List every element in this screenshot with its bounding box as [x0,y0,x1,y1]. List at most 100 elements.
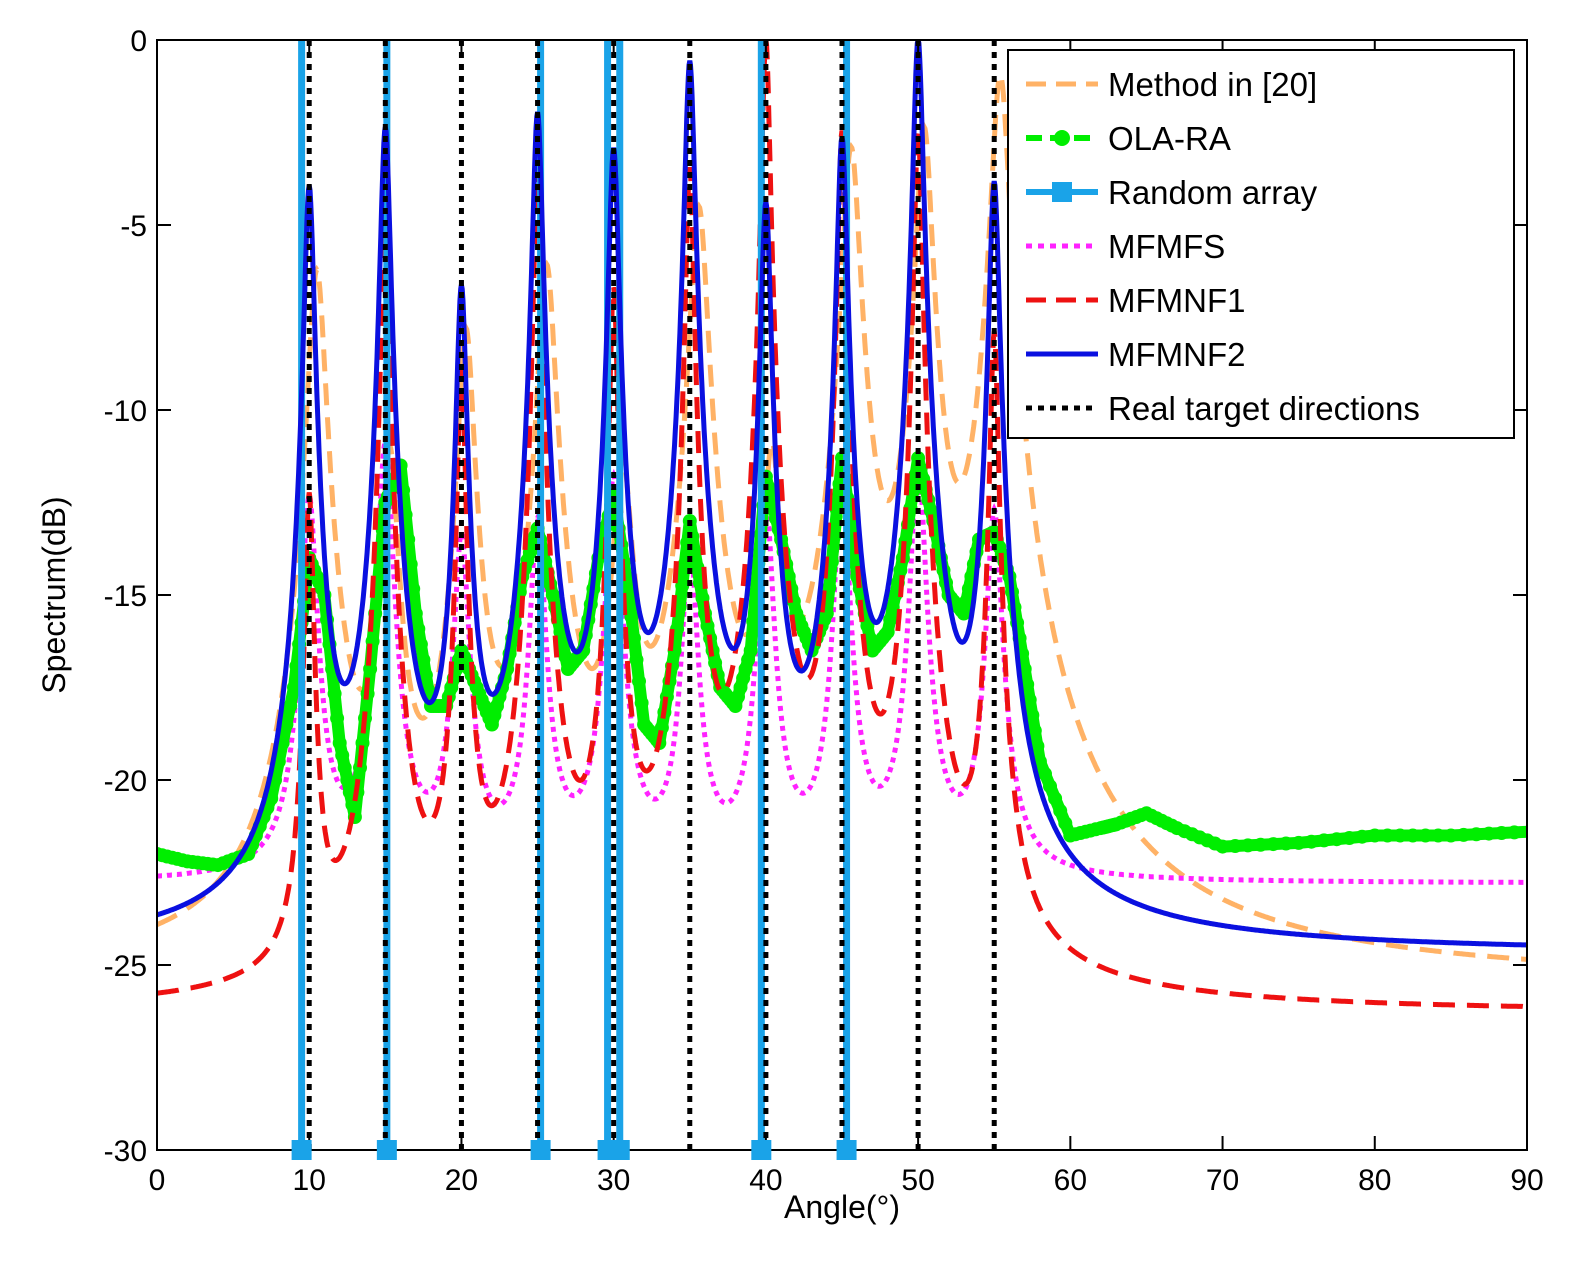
ola-ra-marker [885,600,900,615]
ola-ra-marker [355,736,370,750]
ola-ra-marker [1304,834,1319,849]
legend-label-mfmnf2: MFMNF2 [1108,336,1245,373]
ola-ra-marker [690,560,705,575]
x-tick-label: 30 [597,1164,630,1197]
ola-ra-marker [708,655,723,670]
y-tick-label: -30 [104,1135,147,1168]
ola-ra-marker [634,695,649,710]
ola-ra-marker [700,618,715,633]
ola-ra-marker [406,581,421,596]
ola-ra-marker [1443,828,1458,843]
x-tick-label: 10 [293,1164,326,1197]
ola-ra-marker [340,773,355,787]
legend-label-mfmnf1: MFMNF1 [1108,282,1245,319]
legend-box [1007,49,1515,439]
ola-ra-marker [1043,779,1057,794]
series-markers-random-array [291,1140,857,1160]
ola-ra-marker [332,736,347,750]
ola-ra-marker [1507,825,1522,840]
series-layer [157,40,1527,1150]
legend-marker-ola-ra [1054,130,1070,146]
ola-ra-marker [1048,791,1063,806]
x-tick-label: 70 [1206,1164,1239,1197]
ola-ra-marker [893,563,908,578]
ola-ra-marker [413,637,428,652]
x-tick-label: 40 [749,1164,782,1197]
x-tick-label: 90 [1510,1164,1543,1197]
ola-ra-marker [1228,839,1243,853]
x-tick-label: 60 [1054,1164,1087,1197]
legend-label-mfmfs: MFMFS [1108,228,1225,265]
ola-ra-marker [923,503,938,518]
ola-ra-marker [1053,803,1068,818]
ola-ra-marker [1380,828,1395,843]
ola-ra-marker [1030,739,1045,754]
ola-ra-marker [627,631,641,646]
ola-ra-marker [1027,723,1042,738]
ola-ra-marker [860,618,875,633]
random-array-marker [836,1140,857,1160]
ola-ra-marker [363,662,378,676]
legend-label-method-in-20: Method in [20] [1108,66,1317,103]
random-array-marker [291,1140,312,1160]
ola-ra-marker [287,680,301,695]
ola-ra-marker [1266,837,1281,852]
ola-ra-marker [1405,828,1420,843]
ola-ra-marker [1329,832,1344,847]
ola-ra-marker [1355,829,1370,844]
ola-ra-marker [883,612,898,627]
ola-ra-marker [1038,766,1052,781]
ola-ra-marker [330,711,345,726]
legend-label-random-array: Random array [1108,174,1318,211]
ola-ra-marker [1022,692,1037,707]
ola-ra-marker [629,652,644,667]
ola-ra-marker [675,578,690,593]
ola-ra-marker [327,686,342,701]
ola-ra-marker [1456,827,1471,842]
ola-ra-marker [1291,835,1306,850]
ola-ra-marker [555,637,570,652]
ola-ra-marker [880,625,895,639]
ola-ra-marker [411,621,426,636]
x-tick-label: 50 [901,1164,934,1197]
legend-label-real-target-directions: Real target directions [1108,390,1420,427]
ola-ra-marker [1481,826,1496,841]
ola-ra-marker [1058,816,1073,831]
ola-ra-marker [632,674,646,689]
ola-ra-marker [1020,677,1035,692]
legend: Method in [20] OLA-RA Random array MFMFS MFM… [1007,49,1515,439]
x-axis-title: Angle(°) [784,1189,900,1225]
legend-label-ola-ra: OLA-RA [1108,120,1231,157]
ola-ra-marker [959,594,974,609]
random-array-marker [530,1140,551,1160]
x-tick-label: 20 [445,1164,478,1197]
ola-ra-marker [1279,836,1293,851]
ola-ra-marker [1342,831,1357,845]
ola-ra-marker [1215,839,1230,854]
ola-ra-marker [337,760,352,775]
ola-ra-marker [345,797,360,812]
y-tick-label: 0 [130,25,147,58]
ola-ra-marker [335,748,350,763]
ola-ra-marker [624,609,639,624]
y-axis-title: Spectrum(dB) [36,496,72,693]
ola-ra-marker [416,652,431,667]
random-array-marker [609,1140,630,1160]
ola-ra-marker [743,643,758,658]
ticks-layer: 0 10 20 30 40 50 60 70 80 90 -30 -25 -20 -15 -10 -5 0 [104,25,1544,1197]
ola-ra-marker [956,606,971,621]
x-tick-label: 80 [1358,1164,1391,1197]
ola-ra-marker [1418,828,1433,843]
y-tick-label: -25 [104,950,147,983]
y-tick-label: -5 [120,210,147,243]
ola-ra-marker [1367,828,1382,843]
ola-ra-marker [418,668,433,683]
ola-ra-marker [408,606,423,621]
ola-ra-marker [761,480,776,495]
ola-ra-marker [283,699,298,713]
y-tick-label: -20 [104,765,147,798]
ola-ra-marker [1253,837,1268,852]
y-tick-label: -15 [104,580,147,613]
ola-ra-marker [1240,838,1255,853]
